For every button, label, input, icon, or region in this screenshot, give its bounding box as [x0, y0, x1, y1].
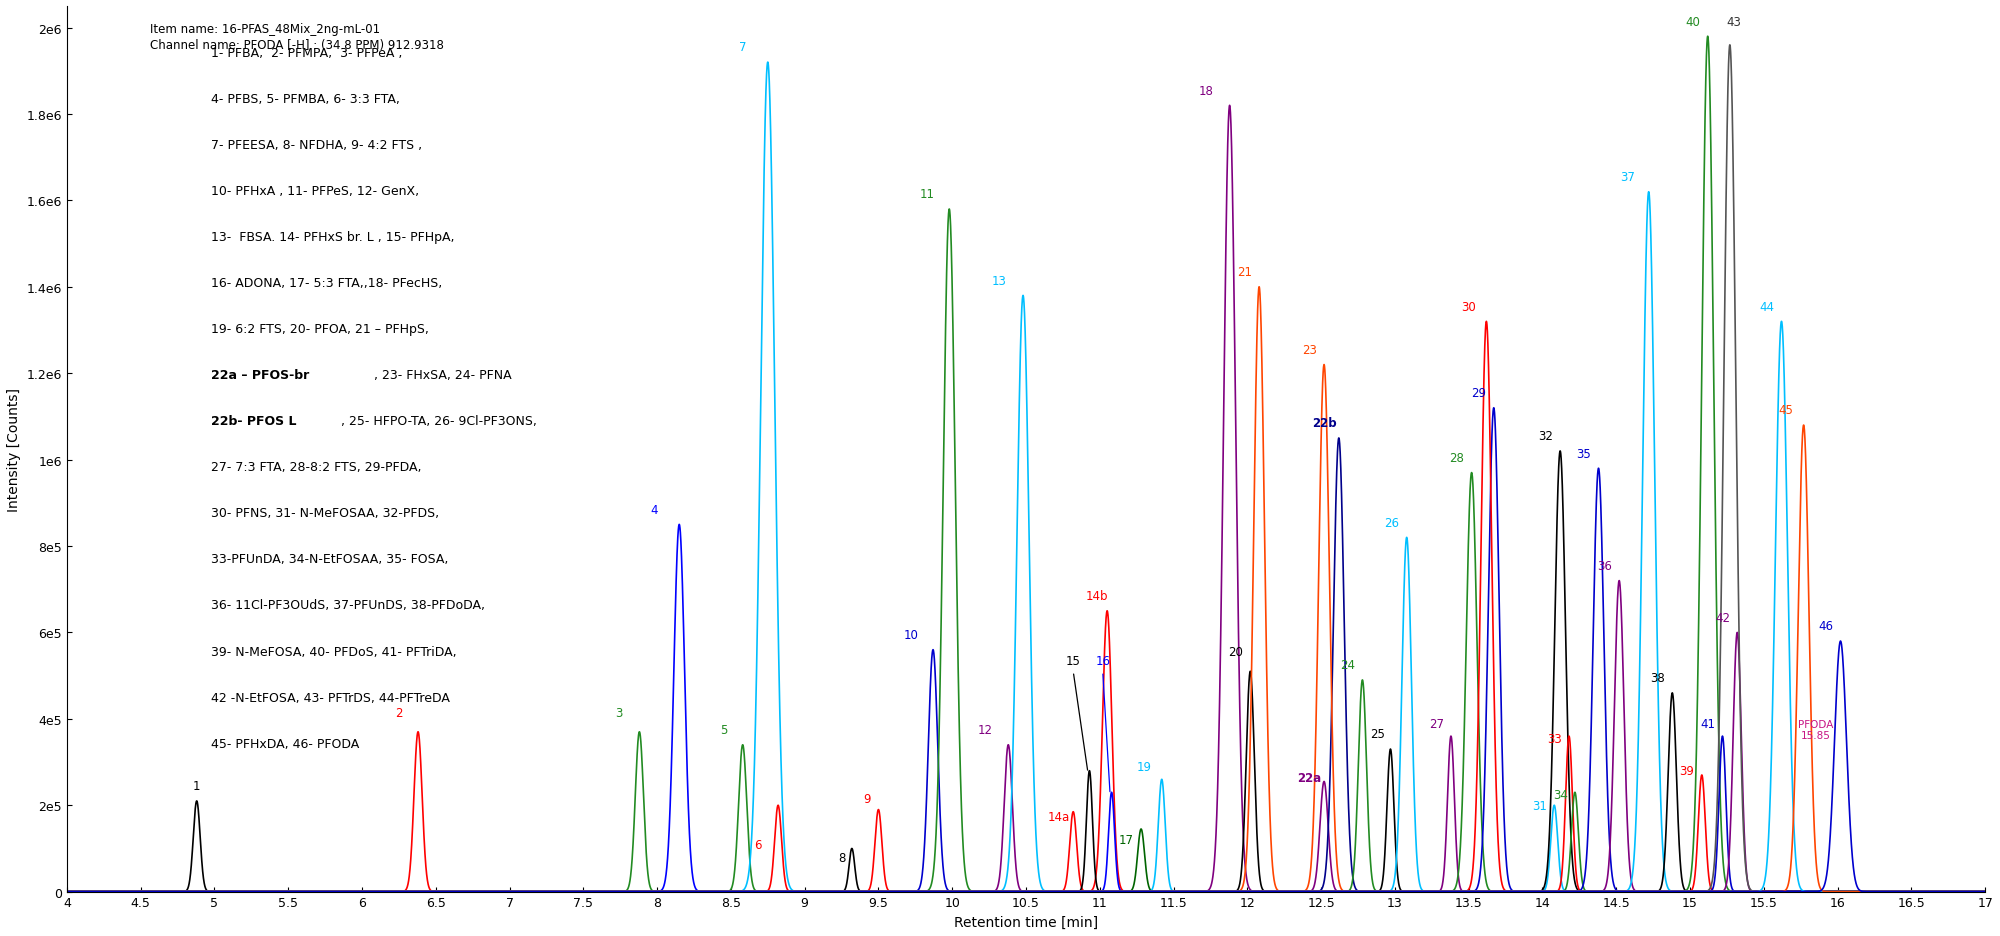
Text: 13-  FBSA. 14- PFHxS br. L , 15- PFHpA,: 13- FBSA. 14- PFHxS br. L , 15- PFHpA, — [210, 231, 454, 243]
Y-axis label: Intensity [Counts]: Intensity [Counts] — [6, 388, 20, 511]
Text: Channel name: PFODA [-H] : (34.8 PPM) 912.9318: Channel name: PFODA [-H] : (34.8 PPM) 91… — [150, 39, 444, 52]
Text: 30: 30 — [1462, 300, 1476, 314]
Text: 21: 21 — [1236, 266, 1252, 279]
Text: , 23- FHxSA, 24- PFNA: , 23- FHxSA, 24- PFNA — [374, 369, 512, 382]
Text: PFODA
15.85: PFODA 15.85 — [1798, 719, 1834, 740]
Text: 2: 2 — [396, 706, 402, 719]
Text: 20: 20 — [1228, 646, 1242, 659]
Text: 7- PFEESA, 8- NFDHA, 9- 4:2 FTS ,: 7- PFEESA, 8- NFDHA, 9- 4:2 FTS , — [210, 139, 422, 152]
Text: 43: 43 — [1726, 16, 1742, 28]
Text: 15: 15 — [1066, 654, 1080, 667]
Text: 38: 38 — [1650, 671, 1664, 684]
Text: 11: 11 — [920, 188, 934, 201]
Text: 13: 13 — [992, 274, 1006, 287]
Text: 19: 19 — [1136, 760, 1152, 773]
Text: 27- 7:3 FTA, 28-8:2 FTS, 29-PFDA,: 27- 7:3 FTA, 28-8:2 FTS, 29-PFDA, — [210, 461, 422, 474]
Text: 45- PFHxDA, 46- PFODA: 45- PFHxDA, 46- PFODA — [210, 737, 358, 750]
Text: 30- PFNS, 31- N-MeFOSAA, 32-PFDS,: 30- PFNS, 31- N-MeFOSAA, 32-PFDS, — [210, 506, 438, 519]
Text: 46: 46 — [1818, 620, 1834, 633]
Text: 39- N-MeFOSA, 40- PFDoS, 41- PFTriDA,: 39- N-MeFOSA, 40- PFDoS, 41- PFTriDA, — [210, 645, 456, 658]
Text: 33-PFUnDA, 34-N-EtFOSAA, 35- FOSA,: 33-PFUnDA, 34-N-EtFOSAA, 35- FOSA, — [210, 553, 448, 566]
Text: 3: 3 — [616, 706, 622, 719]
Text: 42 -N-EtFOSA, 43- PFTrDS, 44-PFTreDA: 42 -N-EtFOSA, 43- PFTrDS, 44-PFTreDA — [210, 691, 450, 704]
Text: 4- PFBS, 5- PFMBA, 6- 3:3 FTA,: 4- PFBS, 5- PFMBA, 6- 3:3 FTA, — [210, 93, 400, 106]
Text: 39: 39 — [1680, 765, 1694, 777]
Text: 34: 34 — [1552, 788, 1568, 801]
Text: 41: 41 — [1700, 717, 1716, 730]
Text: 45: 45 — [1778, 404, 1794, 417]
Text: 32: 32 — [1538, 430, 1552, 443]
Text: 16- ADONA, 17- 5:3 FTA,,18- PFecHS,: 16- ADONA, 17- 5:3 FTA,,18- PFecHS, — [210, 277, 442, 290]
Text: 5: 5 — [720, 724, 728, 737]
Text: 25: 25 — [1370, 727, 1384, 740]
Text: 4: 4 — [650, 504, 658, 517]
Text: 12: 12 — [978, 724, 992, 737]
Text: 22a – PFOS-br: 22a – PFOS-br — [210, 369, 308, 382]
Text: 36: 36 — [1596, 560, 1612, 572]
Text: 14b: 14b — [1086, 590, 1108, 603]
Text: 7: 7 — [738, 41, 746, 54]
Text: 1- PFBA,  2- PFMPA,  3- PFPeA ,: 1- PFBA, 2- PFMPA, 3- PFPeA , — [210, 47, 402, 60]
Text: 31: 31 — [1532, 798, 1546, 812]
Text: 29: 29 — [1472, 387, 1486, 400]
Text: 22a: 22a — [1298, 771, 1322, 784]
Text: 19- 6:2 FTS, 20- PFOA, 21 – PFHpS,: 19- 6:2 FTS, 20- PFOA, 21 – PFHpS, — [210, 323, 428, 336]
Text: 40: 40 — [1686, 16, 1700, 28]
Text: 36- 11Cl-PF3OUdS, 37-PFUnDS, 38-PFDoDA,: 36- 11Cl-PF3OUdS, 37-PFUnDS, 38-PFDoDA, — [210, 599, 484, 612]
Text: 37: 37 — [1620, 171, 1636, 183]
Text: , 25- HFPO-TA, 26- 9Cl-PF3ONS,: , 25- HFPO-TA, 26- 9Cl-PF3ONS, — [342, 415, 538, 428]
Text: 44: 44 — [1760, 300, 1774, 314]
Text: 35: 35 — [1576, 447, 1592, 461]
Text: 22b: 22b — [1312, 417, 1336, 430]
Text: 14a: 14a — [1048, 810, 1070, 823]
Text: 42: 42 — [1714, 611, 1730, 624]
Text: 10: 10 — [904, 628, 918, 641]
Text: 22b- PFOS L: 22b- PFOS L — [210, 415, 296, 428]
Text: Item name: 16-PFAS_48Mix_2ng-mL-01: Item name: 16-PFAS_48Mix_2ng-mL-01 — [150, 23, 380, 37]
Text: 17: 17 — [1118, 833, 1134, 846]
Text: 28: 28 — [1450, 451, 1464, 464]
Text: 6: 6 — [754, 838, 762, 851]
Text: 10- PFHxA , 11- PFPeS, 12- GenX,: 10- PFHxA , 11- PFPeS, 12- GenX, — [210, 184, 418, 197]
Text: 24: 24 — [1340, 659, 1356, 671]
Text: 18: 18 — [1198, 84, 1214, 97]
Text: 26: 26 — [1384, 516, 1400, 529]
Text: 33: 33 — [1546, 732, 1562, 745]
Text: 23: 23 — [1302, 344, 1316, 357]
Text: 16: 16 — [1096, 654, 1110, 667]
X-axis label: Retention time [min]: Retention time [min] — [954, 915, 1098, 929]
Text: 8: 8 — [838, 851, 846, 864]
Text: 1: 1 — [192, 780, 200, 793]
Text: 27: 27 — [1428, 717, 1444, 730]
Text: 9: 9 — [862, 793, 870, 805]
